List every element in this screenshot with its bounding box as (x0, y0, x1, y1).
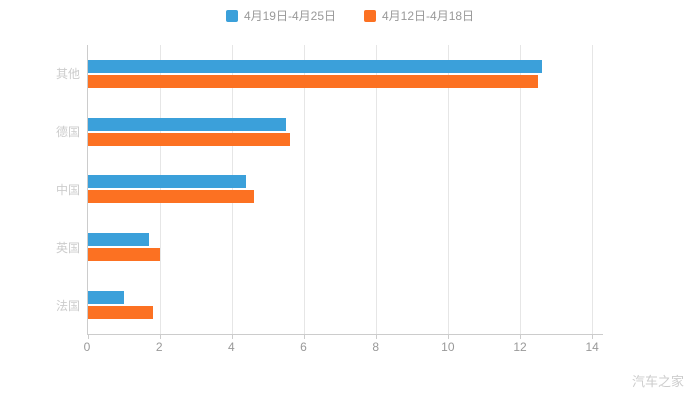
bar-row: 法国 (56, 276, 603, 334)
gridline (160, 45, 162, 334)
bar-series1[interactable] (88, 59, 542, 73)
axis-tick (376, 335, 378, 339)
axis-tick (160, 335, 162, 339)
x-tick-label: 6 (300, 340, 307, 354)
bar-series2[interactable] (88, 306, 153, 320)
gridline (448, 45, 450, 334)
bar-group (88, 59, 603, 88)
x-axis: 0 2 4 6 8 10 12 14 (83, 340, 603, 358)
gridline (376, 45, 378, 334)
x-tick-label: 14 (585, 340, 599, 354)
x-tick-label: 10 (441, 340, 455, 354)
gridline (520, 45, 522, 334)
bar-row: 德国 (56, 103, 603, 161)
category-label: 其他 (55, 67, 80, 82)
bar-series1[interactable] (88, 291, 124, 305)
legend-label-series1: 4月19日-4月25日 (243, 9, 336, 23)
legend-label-series2: 4月12日-4月18日 (382, 9, 475, 23)
bar-group (88, 291, 603, 320)
legend-swatch-blue (225, 9, 238, 22)
bar-row: 其他 (56, 45, 603, 103)
watermark: 汽车之家 (631, 374, 684, 389)
bar-series2[interactable] (88, 190, 254, 204)
bar-series2[interactable] (88, 248, 161, 262)
legend-item-series1[interactable]: 4月19日-4月25日 (225, 7, 336, 24)
x-tick-label: 12 (513, 340, 527, 354)
axis-tick (88, 335, 89, 339)
bar-group (88, 117, 603, 146)
category-label: 法国 (55, 298, 80, 313)
axis-tick (448, 335, 450, 339)
axis-tick (232, 335, 234, 339)
chart-legend: 4月19日-4月25日 4月12日-4月18日 (0, 7, 700, 24)
x-tick-label: 4 (227, 340, 235, 354)
legend-item-series2[interactable]: 4月12日-4月18日 (364, 7, 474, 24)
x-tick-label: 2 (155, 340, 163, 354)
bar-group (88, 233, 603, 262)
bar-rows: 其他德国中国英国法国 (56, 45, 603, 334)
bar-series2[interactable] (88, 74, 539, 88)
category-label: 英国 (55, 240, 80, 255)
bar-series2[interactable] (88, 132, 290, 146)
bar-row: 英国 (56, 218, 603, 276)
category-label: 中国 (55, 182, 80, 197)
bar-series1[interactable] (88, 175, 247, 189)
x-tick-label: 0 (83, 340, 91, 354)
gridline (232, 45, 234, 334)
x-tick-label: 8 (372, 340, 379, 354)
category-label: 德国 (55, 125, 80, 140)
plot-area: 其他德国中国英国法国 (56, 45, 603, 339)
gridline (304, 45, 306, 334)
gridline (592, 45, 594, 334)
axis-tick (592, 335, 594, 339)
bar-series1[interactable] (88, 117, 287, 131)
bar-series1[interactable] (88, 233, 150, 247)
axis-tick (304, 335, 306, 339)
axis-tick (520, 335, 522, 339)
bar-row: 中国 (56, 161, 603, 219)
bar-group (88, 175, 603, 204)
legend-swatch-orange (364, 9, 376, 22)
